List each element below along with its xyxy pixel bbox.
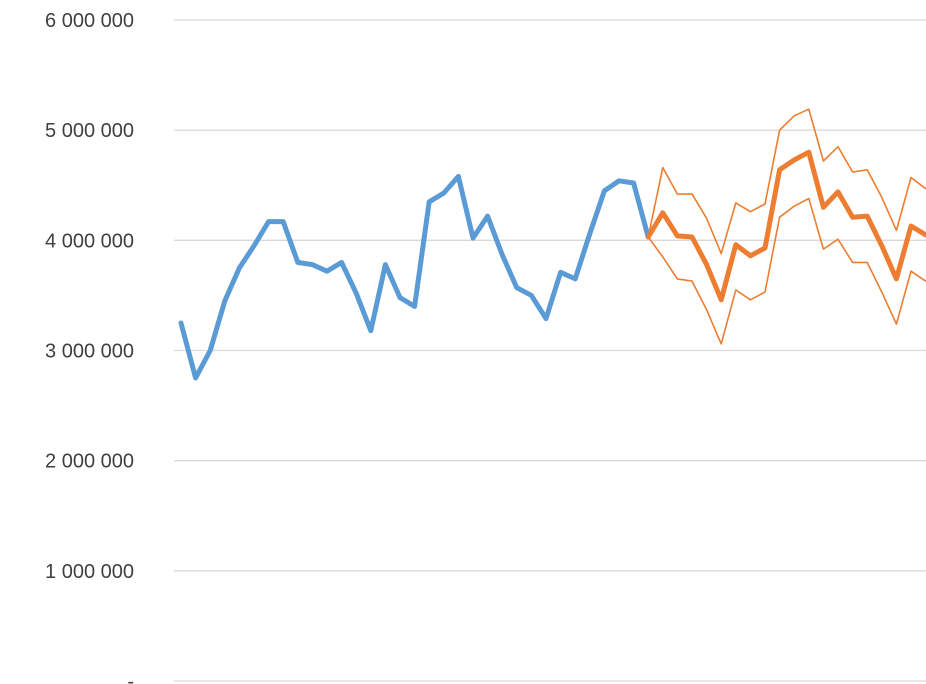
y-tick-label: 1 000 000 [45,561,134,583]
y-tick-label: 4 000 000 [45,230,134,252]
gridlines [174,19,926,682]
y-tick-label: 6 000 000 [45,10,134,32]
y-tick-label: 5 000 000 [45,120,134,142]
series-line-forecast [645,149,926,303]
y-tick-label: - [127,671,134,684]
plot-area [178,108,926,381]
series-line-actual [178,173,651,381]
series-line-upper-bound [647,108,926,255]
y-axis: - 1 000 000 2 000 000 3 000 000 4 000 000 5 0… [45,10,134,684]
y-tick-label: 2 000 000 [45,451,134,473]
y-tick-label: 3 000 000 [45,341,134,363]
series-line-lower-bound [647,197,926,345]
